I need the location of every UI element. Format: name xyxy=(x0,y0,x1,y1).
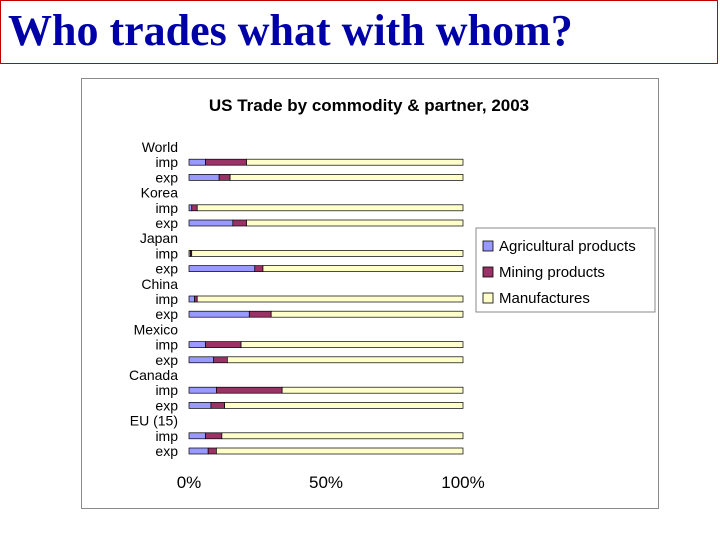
bar-segment-agricultural-products xyxy=(188,219,234,227)
bar-segment-agricultural-products xyxy=(188,402,212,409)
bar-segment-manufactures xyxy=(270,310,464,318)
bar-segment-agricultural-products xyxy=(188,356,215,364)
bar-segment-agricultural-products xyxy=(188,386,217,394)
bar-segment-agricultural-products xyxy=(188,341,206,348)
bar-segment-manufactures xyxy=(216,447,464,455)
bar-segment-manufactures xyxy=(196,204,464,212)
bar-segment-manufactures xyxy=(262,265,464,272)
slide-title-box: Who trades what with whom? xyxy=(0,0,718,64)
bar-segment-mining-products xyxy=(216,386,283,394)
bar-segment-mining-products xyxy=(210,402,225,409)
bar-segment-manufactures xyxy=(246,158,464,166)
bar-segment-manufactures xyxy=(196,295,464,303)
bar-segment-mining-products xyxy=(194,295,198,303)
category-labels: WorldimpexpKoreaimpexpJapanimpexpChinaim… xyxy=(129,139,178,459)
x-tick-label: 100% xyxy=(441,473,484,492)
bar-segment-mining-products xyxy=(218,174,231,181)
category-group-label: Japan xyxy=(140,230,178,246)
bar-segment-mining-products xyxy=(248,310,272,318)
category-label: exp xyxy=(155,169,178,185)
legend: Agricultural products Mining products Manu… xyxy=(475,227,656,313)
category-label: imp xyxy=(155,245,178,261)
legend-swatch xyxy=(482,292,494,304)
category-label: imp xyxy=(155,382,178,398)
chart-title: US Trade by commodity & partner, 2003 xyxy=(209,96,529,115)
category-label: exp xyxy=(155,215,178,231)
legend-swatch xyxy=(482,240,494,252)
x-tick-label: 0% xyxy=(177,473,202,492)
bar-segment-agricultural-products xyxy=(188,432,206,440)
x-tick-label: 50% xyxy=(309,473,343,492)
bar-segment-mining-products xyxy=(254,265,264,272)
category-label: imp xyxy=(155,428,178,444)
bar-segment-agricultural-products xyxy=(188,265,256,272)
category-label: imp xyxy=(155,337,178,353)
bar-segment-agricultural-products xyxy=(188,204,193,212)
category-label: imp xyxy=(155,200,178,216)
chart-frame: US Trade by commodity & partner, 2003 Wo… xyxy=(81,78,659,509)
legend-entry: Manufactures xyxy=(499,290,590,307)
category-label: imp xyxy=(155,291,178,307)
bar-segment-manufactures xyxy=(246,219,464,227)
bar-segment-mining-products xyxy=(205,432,223,440)
bar-segment-manufactures xyxy=(221,432,464,440)
category-group-label: Korea xyxy=(141,185,179,201)
bar-segment-agricultural-products xyxy=(188,447,209,455)
category-label: exp xyxy=(155,261,178,277)
legend-entry: Mining products xyxy=(499,264,605,281)
bar-segment-manufactures xyxy=(281,386,464,394)
category-label: exp xyxy=(155,443,178,459)
category-label: imp xyxy=(155,154,178,170)
category-label: exp xyxy=(155,397,178,413)
bar-segment-mining-products xyxy=(207,447,217,455)
bar-segment-manufactures xyxy=(227,356,464,364)
bar-segment-mining-products xyxy=(213,356,228,364)
x-axis-ticks: 0% 50% 100% xyxy=(177,473,485,492)
category-group-label: China xyxy=(141,276,178,292)
category-group-label: World xyxy=(142,139,178,155)
bar-segment-agricultural-products xyxy=(188,310,250,318)
bar-segment-mining-products xyxy=(205,341,242,348)
bar-segment-manufactures xyxy=(224,402,464,409)
bar-segment-manufactures xyxy=(240,341,464,348)
slide-title: Who trades what with whom? xyxy=(8,6,573,55)
bar-segment-agricultural-products xyxy=(188,158,206,166)
legend-swatch xyxy=(482,266,494,278)
category-label: exp xyxy=(155,306,178,322)
bar-segment-manufactures xyxy=(191,250,464,257)
bar-segment-mining-products xyxy=(205,158,247,166)
stacked-bar-chart: US Trade by commodity & partner, 2003 Wo… xyxy=(129,96,656,492)
category-label: exp xyxy=(155,352,178,368)
legend-box xyxy=(475,227,656,313)
bar-segment-agricultural-products xyxy=(188,174,220,181)
bar-segment-mining-products xyxy=(232,219,247,227)
category-group-label: Mexico xyxy=(134,321,179,337)
category-group-label: EU (15) xyxy=(130,413,178,429)
bars xyxy=(188,158,464,455)
bar-segment-agricultural-products xyxy=(188,295,195,303)
category-group-label: Canada xyxy=(129,367,178,383)
bar-segment-manufactures xyxy=(229,174,464,181)
bar-segment-mining-products xyxy=(191,204,198,212)
legend-entry: Agricultural products xyxy=(499,238,636,255)
